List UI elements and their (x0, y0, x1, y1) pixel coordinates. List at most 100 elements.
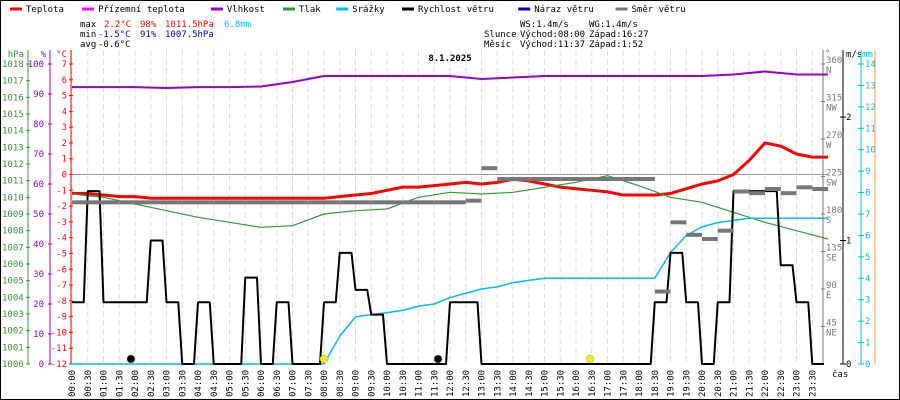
legend-label: Srážky (352, 5, 385, 15)
pct-tick-label: 10 (33, 330, 44, 340)
mm-tick-label: 10 (865, 146, 876, 156)
dir-axis-label: ° (825, 49, 830, 59)
hpa-tick-label: 1005 (2, 277, 24, 287)
mm-tick-label: 8 (865, 189, 870, 199)
hpa-tick-label: 1008 (2, 227, 24, 237)
x-tick-label: 00:00 (68, 370, 78, 397)
info-sun-rise: Východ:08:00 (520, 30, 585, 40)
mm-tick-label: 6 (865, 231, 870, 241)
x-tick-label: 02:30 (147, 370, 157, 397)
info-wind-gust: WG:1.4m/s (589, 20, 638, 30)
x-tick-label: 23:00 (793, 370, 803, 397)
stats-max-press: 1011.5hPa (165, 20, 214, 30)
temp-tick-label: -10 (51, 328, 67, 338)
x-tick-label: 00:30 (84, 370, 94, 397)
temp-tick-label: -4 (56, 234, 67, 244)
x-tick-label: 21:30 (745, 370, 755, 397)
legend-label: Teplota (26, 5, 64, 15)
x-tick-label: 20:30 (714, 370, 724, 397)
stats-min-hum: 91% (140, 30, 157, 40)
x-tick-label: 17:30 (619, 370, 629, 397)
x-tick-label: 19:30 (682, 370, 692, 397)
x-tick-label: 15:00 (541, 370, 551, 397)
stats-avg-label: avg (80, 40, 96, 50)
dir-compass-label: E (826, 291, 831, 301)
x-tick-label: 11:00 (415, 370, 425, 397)
x-tick-label: 08:30 (336, 370, 346, 397)
pct-tick-label: 50 (33, 210, 44, 220)
hpa-tick-label: 1006 (2, 260, 24, 270)
x-tick-label: 12:00 (446, 370, 456, 397)
info-wind-speed: WS:1.4m/s (520, 20, 569, 30)
x-tick-label: 12:30 (462, 370, 472, 397)
mm-tick-label: 9 (865, 167, 870, 177)
mm-tick-label: 11 (865, 124, 876, 134)
legend-label: Tlak (299, 5, 321, 15)
temp-tick-label: 3 (62, 123, 67, 133)
mm-tick-label: 5 (865, 253, 870, 263)
hpa-tick-label: 1010 (2, 193, 24, 203)
temp-tick-label: 0 (62, 171, 67, 181)
dir-compass-label: S (826, 216, 831, 226)
mm-tick-label: 4 (865, 274, 870, 284)
sun-set-marker (585, 354, 595, 364)
dir-tick-label: 90 (826, 281, 837, 291)
stats-max-hum: 98% (140, 20, 157, 30)
ms-tick-label: 0 (846, 360, 851, 370)
x-tick-label: 08:00 (320, 370, 330, 397)
x-tick-label: 13:00 (478, 370, 488, 397)
info-moon-rise: Východ:11:37 (520, 40, 585, 50)
x-tick-label: 13:30 (493, 370, 503, 397)
x-tick-label: 22:30 (777, 370, 787, 397)
dir-tick-label: 180 (826, 206, 842, 216)
hpa-tick-label: 1018 (2, 60, 24, 70)
stats-max-label: max (80, 20, 97, 30)
x-tick-label: 22:00 (761, 370, 771, 397)
x-tick-label: 17:00 (604, 370, 614, 397)
temp-tick-label: 1 (62, 155, 67, 165)
hpa-tick-label: 1004 (2, 293, 24, 303)
info-sun-set: Západ:16:27 (589, 30, 649, 40)
x-tick-label: 04:30 (210, 370, 220, 397)
dir-tick-label: 225 (826, 169, 842, 179)
dir-compass-label: N (826, 66, 831, 76)
x-tick-label: 10:00 (383, 370, 393, 397)
stats-min-press: 1007.5hPa (165, 30, 214, 40)
mm-tick-label: 3 (865, 296, 870, 306)
info-moon-set: Západ:1:52 (589, 40, 643, 50)
x-tick-label: 03:30 (178, 370, 188, 397)
mm-tick-label: 7 (865, 210, 870, 220)
x-tick-label: 10:30 (399, 370, 409, 397)
sun-rise-marker (319, 354, 329, 364)
hpa-tick-label: 1003 (2, 310, 24, 320)
hpa-tick-label: 1002 (2, 327, 24, 337)
stats-max-rain: 6.8mm (224, 20, 251, 30)
mm-tick-label: 13 (865, 81, 876, 91)
x-tick-label: 18:00 (635, 370, 645, 397)
dir-tick-label: 270 (826, 131, 842, 141)
stats-min-label: min (80, 30, 96, 40)
hpa-tick-label: 1016 (2, 93, 24, 103)
pct-tick-label: 70 (33, 150, 44, 160)
x-tick-label: 11:30 (430, 370, 440, 397)
hpa-tick-label: 1011 (2, 177, 24, 187)
dir-compass-label: W (826, 141, 832, 151)
x-tick-label: 06:00 (257, 370, 267, 397)
pct-tick-label: 30 (33, 270, 44, 280)
hpa-tick-label: 1000 (2, 360, 24, 370)
x-tick-label: 07:30 (304, 370, 314, 397)
x-tick-label: 18:30 (651, 370, 661, 397)
mm-axis-label: mm (862, 50, 873, 60)
hpa-tick-label: 1012 (2, 160, 24, 170)
x-tick-label: 14:00 (509, 370, 519, 397)
x-tick-label: 04:00 (194, 370, 204, 397)
info-moon-label: Měsíc (484, 40, 511, 50)
temp-tick-label: 2 (62, 139, 67, 149)
pct-tick-label: 100 (28, 60, 44, 70)
dir-tick-label: 315 (826, 94, 842, 104)
mm-tick-label: 0 (865, 360, 870, 370)
temp-tick-label: 4 (62, 107, 67, 117)
pct-tick-label: 60 (33, 180, 44, 190)
x-tick-label: 21:00 (730, 370, 740, 397)
